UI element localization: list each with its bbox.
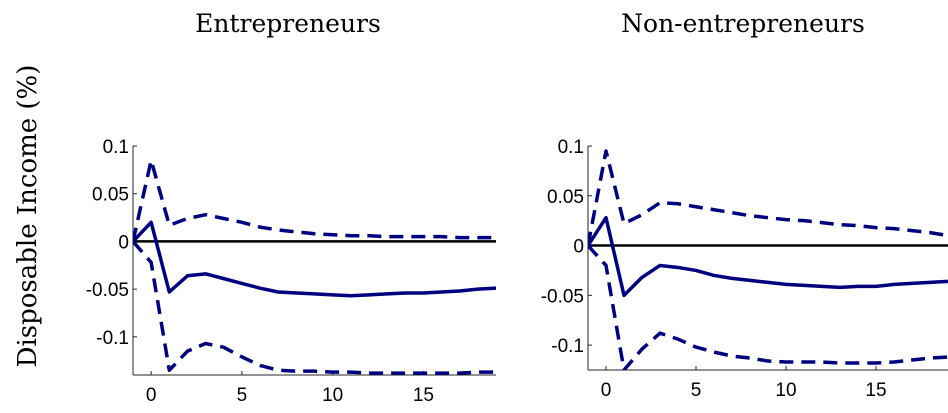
- x-tick-label: 5: [691, 380, 702, 401]
- y-tick-label: 0.05: [92, 185, 129, 206]
- y-tick-label: 0.05: [547, 187, 584, 208]
- panel-title: Entrepreneurs: [195, 9, 381, 38]
- x-tick-label: 10: [322, 385, 343, 406]
- y-tick-label: 0.1: [558, 137, 584, 158]
- panel-non-entrepreneurs: Non-entrepreneurs 0.1 0.05 0 -0.05 -0.1 0 5 10 1…: [541, 9, 948, 401]
- y-tick-label: -0.1: [96, 328, 129, 349]
- lower-band-line: [588, 244, 948, 370]
- y-axis-label: Disposable Income (%): [13, 65, 43, 368]
- y-tick-label: -0.05: [541, 286, 584, 307]
- panel-entrepreneurs: Entrepreneurs 0.1 0.05 0 -0.05 -0.1 0 5 10 15: [86, 9, 496, 406]
- y-tick-label: -0.05: [86, 280, 129, 301]
- point-estimate-line: [588, 215, 948, 298]
- panel-title: Non-entrepreneurs: [621, 9, 865, 38]
- point-estimate-line: [133, 220, 496, 298]
- upper-band-line: [588, 149, 948, 246]
- y-tick-label: 0: [573, 237, 584, 258]
- x-tick-label: 5: [237, 385, 248, 406]
- x-tick-label: 0: [601, 380, 612, 401]
- y-tick-label: -0.1: [551, 336, 584, 357]
- x-tick-label: 0: [146, 385, 157, 406]
- y-tick-label: 0: [118, 232, 129, 253]
- upper-band-line: [133, 158, 496, 242]
- lower-band-line: [133, 240, 496, 375]
- x-tick-label: 15: [865, 380, 886, 401]
- x-tick-label: 10: [775, 380, 796, 401]
- x-tick-label: 15: [413, 385, 434, 406]
- y-tick-label: 0.1: [103, 137, 129, 158]
